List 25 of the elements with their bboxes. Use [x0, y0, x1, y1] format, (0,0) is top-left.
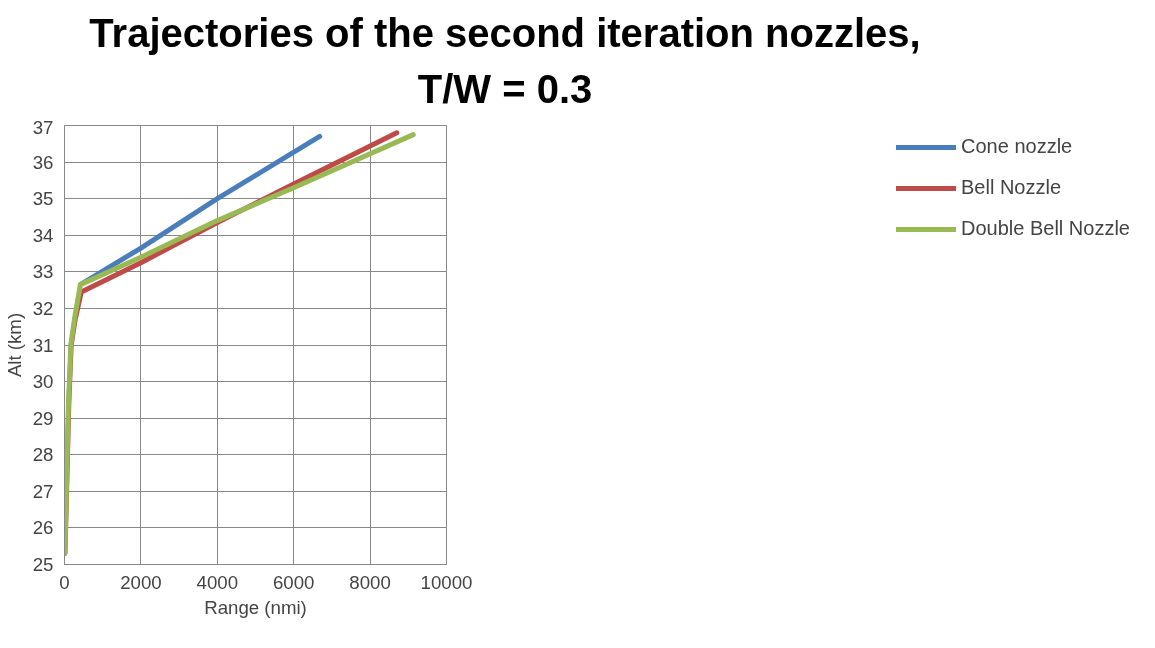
- y-tick-label: 25: [32, 554, 54, 575]
- y-tick-label: 33: [32, 261, 54, 283]
- chart-title: Trajectories of the second iteration nozzles, T/W = 0.3: [89, 10, 921, 113]
- y-tick-label: 27: [32, 480, 54, 502]
- y-tick-label: 30: [32, 371, 54, 393]
- y-tick-label: 26: [32, 517, 54, 539]
- y-tick-label: 31: [32, 334, 54, 356]
- y-tick-label: 28: [32, 444, 54, 466]
- x-axis-title: Range (nmi): [204, 596, 307, 618]
- x-tick-label: 10000: [420, 571, 473, 593]
- y-tick-label: 32: [32, 297, 54, 319]
- legend-label: Cone nozzle: [961, 135, 1073, 158]
- y-tick-label: 37: [32, 116, 54, 138]
- x-tick-label: 0: [59, 571, 70, 593]
- legend-label: Bell Nozzle: [961, 176, 1062, 199]
- y-tick-label: 29: [32, 407, 54, 429]
- x-tick-label: 2000: [120, 571, 162, 593]
- x-tick-label: 8000: [349, 571, 391, 593]
- x-tick-label: 4000: [196, 571, 239, 593]
- y-tick-label: 34: [32, 224, 54, 246]
- y-tick-label: 36: [32, 151, 54, 173]
- legend-label: Double Bell Nozzle: [961, 217, 1130, 240]
- y-tick-label: 35: [32, 188, 54, 210]
- y-axis-title: Alt (km): [3, 312, 25, 378]
- x-tick-label: 6000: [272, 571, 315, 593]
